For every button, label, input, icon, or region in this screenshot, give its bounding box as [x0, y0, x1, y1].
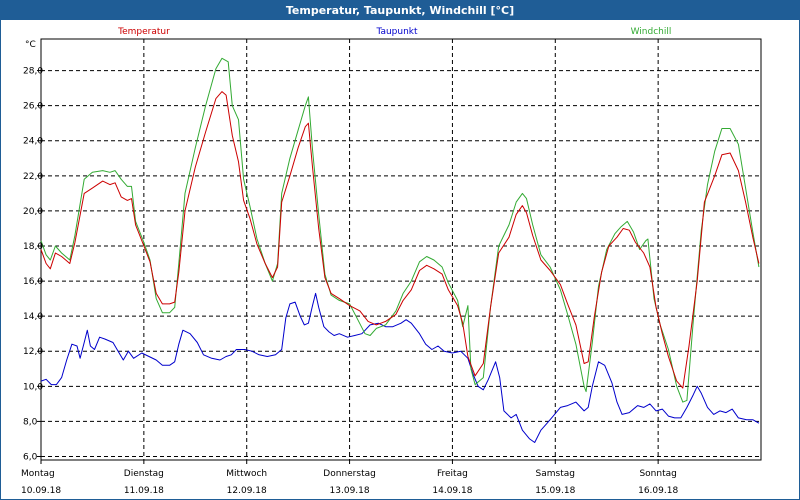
y-tick-label: 10,0 [23, 382, 43, 392]
x-date-label: 14.09.18 [432, 486, 472, 496]
x-date-label: 13.09.18 [330, 486, 370, 496]
x-day-label: Montag [21, 469, 55, 479]
y-tick-label: 6,0 [23, 452, 38, 462]
series-lines [40, 57, 760, 443]
y-tick-label: 12,0 [23, 347, 43, 357]
x-day-label: Freitag [437, 469, 468, 479]
window-title: Temperatur, Taupunkt, Windchill [°C] [1, 1, 799, 20]
legend: Temperatur Taupunkt Windchill [117, 27, 671, 37]
y-tick-label: 28,0 [23, 67, 43, 77]
y-tick-label: 14,0 [23, 312, 43, 322]
x-date-label: 10.09.18 [21, 486, 61, 496]
x-day-label: Donnerstag [323, 469, 376, 479]
series-line-windchill [40, 57, 760, 403]
x-date-label: 15.09.18 [535, 486, 575, 496]
grid [41, 39, 761, 460]
y-tick-label: 22,0 [23, 172, 43, 182]
legend-label-taupunkt: Taupunkt [375, 27, 418, 37]
chart-background [1, 20, 799, 499]
x-date-label: 16.09.18 [638, 486, 678, 496]
x-day-label: Sonntag [639, 469, 676, 479]
y-tick-label: 18,0 [23, 242, 43, 252]
line-chart: 6,0 8,0 10,0 12,0 14,0 16,0 18,0 20,0 22,0 24,0 26… [1, 20, 799, 499]
legend-label-temperatur: Temperatur [117, 27, 170, 37]
y-tick-label: 24,0 [23, 137, 43, 147]
y-axis-unit-label: °C [25, 40, 36, 50]
y-tick-label: 20,0 [23, 207, 43, 217]
y-tick-label: 16,0 [23, 277, 43, 287]
series-line-temperatur [40, 91, 760, 389]
axes: 6,0 8,0 10,0 12,0 14,0 16,0 18,0 20,0 22,0 24,0 26… [21, 67, 678, 496]
x-day-label: Dienstag [124, 469, 164, 479]
series-line-taupunkt [40, 292, 760, 443]
y-tick-label: 26,0 [23, 102, 43, 112]
x-date-label: 12.09.18 [227, 486, 267, 496]
legend-label-windchill: Windchill [631, 27, 672, 37]
x-day-label: Mittwoch [226, 469, 267, 479]
y-tick-label: 8,0 [23, 417, 38, 427]
x-date-label: 11.09.18 [124, 486, 164, 496]
x-day-label: Samstag [536, 469, 575, 479]
